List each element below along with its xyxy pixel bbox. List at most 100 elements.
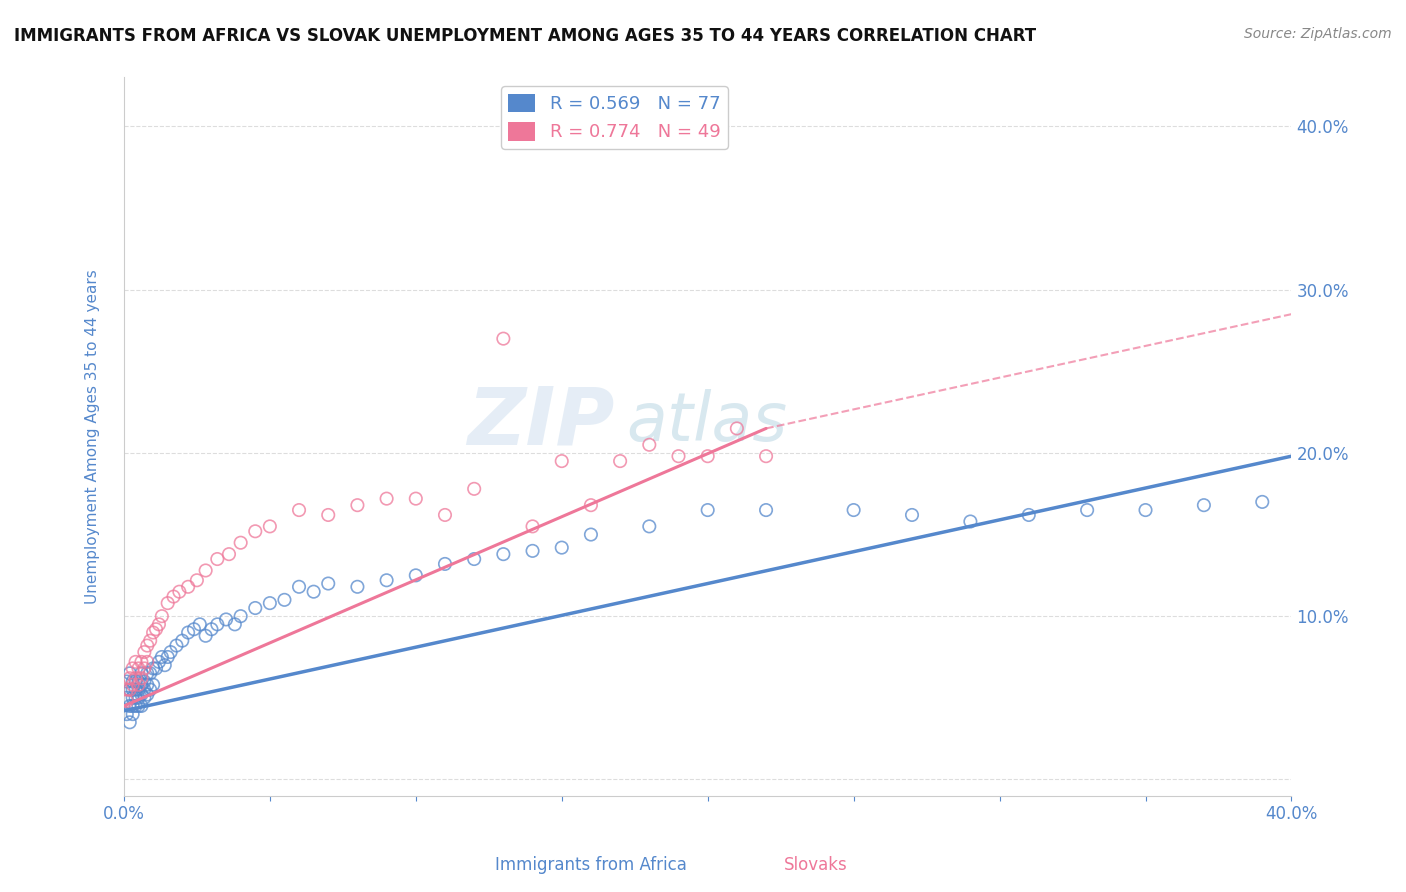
Point bbox=[188, 617, 211, 632]
Point bbox=[194, 564, 217, 578]
Point bbox=[128, 674, 150, 689]
Point bbox=[156, 650, 179, 665]
Point bbox=[245, 524, 267, 539]
Point bbox=[150, 650, 173, 665]
Point bbox=[668, 449, 690, 463]
Point bbox=[177, 625, 200, 640]
Point bbox=[139, 633, 162, 648]
Point bbox=[118, 698, 141, 713]
Point bbox=[131, 655, 153, 669]
Text: atlas: atlas bbox=[626, 389, 787, 455]
Text: IMMIGRANTS FROM AFRICA VS SLOVAK UNEMPLOYMENT AMONG AGES 35 TO 44 YEARS CORRELAT: IMMIGRANTS FROM AFRICA VS SLOVAK UNEMPLO… bbox=[14, 27, 1036, 45]
Point bbox=[177, 580, 200, 594]
Point bbox=[245, 601, 267, 615]
Point bbox=[218, 547, 240, 561]
Point bbox=[134, 661, 156, 675]
Point bbox=[121, 690, 143, 705]
Point bbox=[121, 674, 143, 689]
Point bbox=[115, 694, 138, 708]
Point bbox=[405, 568, 427, 582]
Point bbox=[229, 535, 252, 549]
Point bbox=[159, 645, 181, 659]
Point bbox=[288, 503, 311, 517]
Point bbox=[128, 698, 150, 713]
Point bbox=[609, 454, 631, 468]
Point bbox=[288, 580, 311, 594]
Point bbox=[153, 658, 176, 673]
Point bbox=[131, 678, 153, 692]
Point bbox=[215, 612, 238, 626]
Point bbox=[1192, 498, 1215, 512]
Point bbox=[162, 590, 184, 604]
Point bbox=[156, 596, 179, 610]
Point bbox=[124, 690, 146, 705]
Point bbox=[134, 682, 156, 697]
Point bbox=[136, 678, 159, 692]
Point bbox=[346, 498, 368, 512]
Point bbox=[463, 482, 485, 496]
Point bbox=[200, 622, 222, 636]
Point bbox=[346, 580, 368, 594]
Point bbox=[551, 454, 574, 468]
Point bbox=[136, 688, 159, 702]
Point bbox=[131, 688, 153, 702]
Point bbox=[128, 678, 150, 692]
Point bbox=[118, 715, 141, 730]
Point bbox=[124, 655, 146, 669]
Point bbox=[124, 682, 146, 697]
Point bbox=[229, 609, 252, 624]
Point bbox=[492, 547, 515, 561]
Text: Slovaks: Slovaks bbox=[783, 855, 848, 873]
Point bbox=[316, 508, 339, 522]
Point bbox=[579, 498, 602, 512]
Point bbox=[1018, 508, 1040, 522]
Point bbox=[1135, 503, 1157, 517]
Point bbox=[901, 508, 924, 522]
Point bbox=[139, 682, 162, 697]
Point bbox=[1076, 503, 1098, 517]
Point bbox=[118, 682, 141, 697]
Point bbox=[136, 666, 159, 681]
Point bbox=[134, 645, 156, 659]
Point bbox=[638, 438, 661, 452]
Point bbox=[207, 617, 229, 632]
Point bbox=[139, 666, 162, 681]
Point bbox=[725, 421, 748, 435]
Point bbox=[136, 655, 159, 669]
Point bbox=[696, 449, 718, 463]
Point bbox=[145, 661, 167, 675]
Point bbox=[118, 666, 141, 681]
Point bbox=[755, 503, 778, 517]
Text: Immigrants from Africa: Immigrants from Africa bbox=[495, 855, 686, 873]
Point bbox=[638, 519, 661, 533]
Point bbox=[128, 690, 150, 705]
Point bbox=[579, 527, 602, 541]
Point bbox=[134, 674, 156, 689]
Point bbox=[165, 639, 187, 653]
Point bbox=[142, 661, 165, 675]
Point bbox=[259, 519, 281, 533]
Point bbox=[273, 592, 295, 607]
Point bbox=[115, 674, 138, 689]
Point bbox=[194, 629, 217, 643]
Point bbox=[118, 671, 141, 685]
Point bbox=[115, 690, 138, 705]
Point bbox=[755, 449, 778, 463]
Point bbox=[148, 617, 170, 632]
Point bbox=[131, 666, 153, 681]
Point bbox=[115, 707, 138, 722]
Point bbox=[842, 503, 865, 517]
Point bbox=[121, 678, 143, 692]
Point bbox=[115, 682, 138, 697]
Text: Source: ZipAtlas.com: Source: ZipAtlas.com bbox=[1244, 27, 1392, 41]
Point bbox=[316, 576, 339, 591]
Point bbox=[302, 584, 325, 599]
Point bbox=[551, 541, 574, 555]
Point bbox=[405, 491, 427, 506]
Point bbox=[128, 682, 150, 697]
Point bbox=[375, 574, 398, 588]
Point bbox=[145, 622, 167, 636]
Point bbox=[124, 674, 146, 689]
Legend: R = 0.569   N = 77, R = 0.774   N = 49: R = 0.569 N = 77, R = 0.774 N = 49 bbox=[501, 87, 728, 149]
Point bbox=[433, 508, 456, 522]
